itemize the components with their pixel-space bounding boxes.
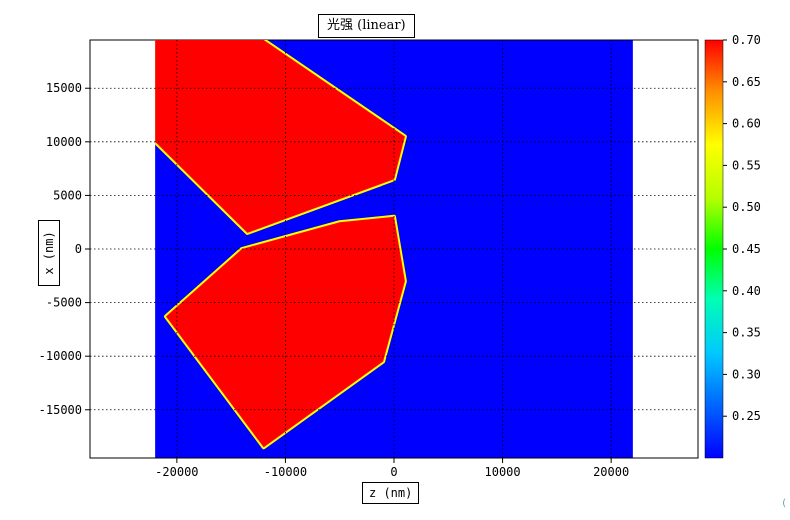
y-tick-label: -5000 [46,296,82,310]
colorbar-tick-label: 0.40 [732,284,761,298]
colorbar-tick-label: 0.50 [732,200,761,214]
x-tick-label: 20000 [593,465,629,479]
y-axis-ticks: 15000 10000 5000 0 -5000 -10000 -15000 [39,81,90,417]
y-tick-label: 10000 [46,135,82,149]
x-tick-label: -10000 [264,465,307,479]
grid-lines [90,40,698,458]
window-corner-mark: ( [781,498,788,509]
x-axis-label: z (nm) [362,482,420,504]
y-tick-label: -10000 [39,349,82,363]
y-axis-label: x (nm) [42,231,56,275]
colorbar-tick-label: 0.30 [732,367,761,381]
y-tick-label: -15000 [39,403,82,417]
colorbar-ticks: 0.70 0.65 0.60 0.55 0.50 0.45 0.40 0.35 0.30 0.25 [723,33,761,423]
y-tick-label: 5000 [53,188,82,202]
colorbar-tick-label: 0.45 [732,242,761,256]
colorbar-tick-label: 0.35 [732,326,761,340]
colorbar-tick-label: 0.55 [732,158,761,172]
y-axis-label-box: x (nm) [38,220,60,286]
colorbar-tick-label: 0.65 [732,75,761,89]
chart-title: 光强 (linear) [318,14,415,38]
colorbar-tick-label: 0.25 [732,409,761,423]
x-tick-label: 10000 [485,465,521,479]
colorbar [704,39,724,459]
y-tick-label: 0 [75,242,82,256]
y-tick-label: 15000 [46,81,82,95]
x-tick-label: -20000 [155,465,198,479]
colorbar-tick-label: 0.60 [732,117,761,131]
colorbar-tick-label: 0.70 [732,33,761,47]
x-axis-ticks: -20000 -10000 0 10000 20000 [155,458,629,479]
region-upper-incident-beam [155,40,405,233]
x-tick-label: 0 [390,465,397,479]
